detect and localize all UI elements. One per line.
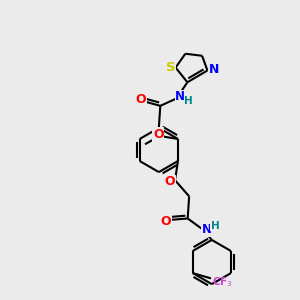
Text: H: H (184, 96, 193, 106)
Text: H: H (211, 220, 220, 230)
Text: N: N (175, 91, 185, 103)
Text: O: O (136, 93, 146, 106)
Text: CF$_3$: CF$_3$ (212, 275, 233, 289)
Text: O: O (153, 128, 164, 141)
Text: O: O (164, 175, 175, 188)
Text: S: S (166, 61, 175, 74)
Text: N: N (209, 62, 219, 76)
Text: O: O (160, 215, 171, 228)
Text: N: N (202, 223, 212, 236)
